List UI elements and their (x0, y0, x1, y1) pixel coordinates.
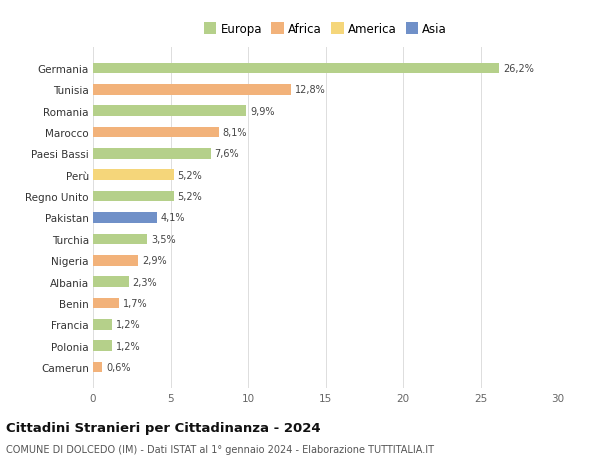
Bar (93, 149, 211, 159)
Text: 1,7%: 1,7% (123, 298, 148, 308)
Legend: Europa, Africa, America, Asia: Europa, Africa, America, Asia (202, 20, 449, 38)
Text: 5,2%: 5,2% (178, 192, 202, 202)
Bar (93, 319, 112, 330)
Bar (93, 191, 173, 202)
Text: 1,2%: 1,2% (115, 341, 140, 351)
Text: 12,8%: 12,8% (295, 85, 326, 95)
Text: 5,2%: 5,2% (178, 170, 202, 180)
Text: 2,3%: 2,3% (133, 277, 157, 287)
Text: 8,1%: 8,1% (223, 128, 247, 138)
Text: 2,9%: 2,9% (142, 256, 166, 266)
Text: Cittadini Stranieri per Cittadinanza - 2024: Cittadini Stranieri per Cittadinanza - 2… (6, 421, 320, 434)
Text: 7,6%: 7,6% (215, 149, 239, 159)
Bar (93, 255, 138, 266)
Bar (93, 341, 112, 351)
Bar (93, 106, 247, 117)
Bar (93, 85, 292, 95)
Bar (93, 128, 218, 138)
Text: 4,1%: 4,1% (160, 213, 185, 223)
Text: COMUNE DI DOLCEDO (IM) - Dati ISTAT al 1° gennaio 2024 - Elaborazione TUTTITALIA: COMUNE DI DOLCEDO (IM) - Dati ISTAT al 1… (6, 444, 434, 454)
Bar (93, 362, 102, 372)
Text: 26,2%: 26,2% (503, 64, 534, 74)
Text: 0,6%: 0,6% (106, 362, 131, 372)
Bar (93, 170, 173, 181)
Text: 3,5%: 3,5% (151, 235, 176, 244)
Bar (93, 277, 128, 287)
Bar (93, 234, 147, 245)
Text: 9,9%: 9,9% (250, 106, 275, 117)
Text: 1,2%: 1,2% (115, 319, 140, 330)
Bar (93, 213, 157, 224)
Bar (93, 298, 119, 308)
Bar (93, 64, 499, 74)
